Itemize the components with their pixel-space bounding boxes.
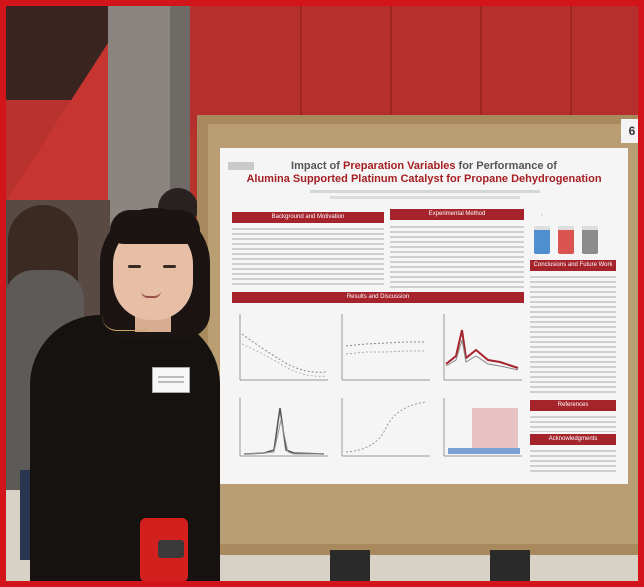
section-header-methods: Experimental Method [390, 209, 524, 220]
easel-leg [330, 550, 370, 587]
poster-authors [310, 190, 540, 193]
section-header-background: Background and Motivation [232, 212, 384, 223]
sample-vial-blue [534, 228, 550, 254]
presenter-smile [141, 291, 161, 298]
presenter-eye [128, 265, 141, 268]
results-plot-2 [341, 314, 430, 381]
section-text [530, 276, 616, 394]
sample-vial-red [558, 228, 574, 254]
research-poster: Impact of Preparation Variables for Perf… [220, 148, 628, 484]
poster-title-line2: Alumina Supported Platinum Catalyst for … [246, 173, 602, 185]
section-text [530, 416, 616, 432]
section-text [390, 226, 524, 288]
poster-title-line1: Impact of Preparation Variables for Perf… [291, 160, 557, 172]
section-header-conclusions: Conclusions and Future Work [530, 260, 616, 271]
results-plot-3 [443, 314, 522, 381]
name-badge [152, 367, 190, 393]
red-wall [190, 0, 644, 130]
results-plot-5 [341, 398, 430, 457]
results-plot-6 [443, 398, 522, 457]
results-plot-1 [239, 314, 328, 381]
presenter-eye [163, 265, 176, 268]
section-header-results: Results and Discussion [232, 292, 524, 303]
board-number-tag: 6 [621, 119, 643, 143]
results-plot-4 [239, 398, 328, 457]
section-text [530, 450, 616, 472]
phone-camera [158, 540, 184, 558]
section-header-references: References [530, 400, 616, 411]
easel-leg [490, 550, 530, 587]
necklace [102, 316, 156, 331]
sample-vial-gray [582, 228, 598, 254]
university-logo [228, 162, 254, 170]
presenter-black-top [30, 315, 220, 587]
section-text [232, 228, 384, 288]
section-header-acknowledgments: Acknowledgments [530, 434, 616, 445]
